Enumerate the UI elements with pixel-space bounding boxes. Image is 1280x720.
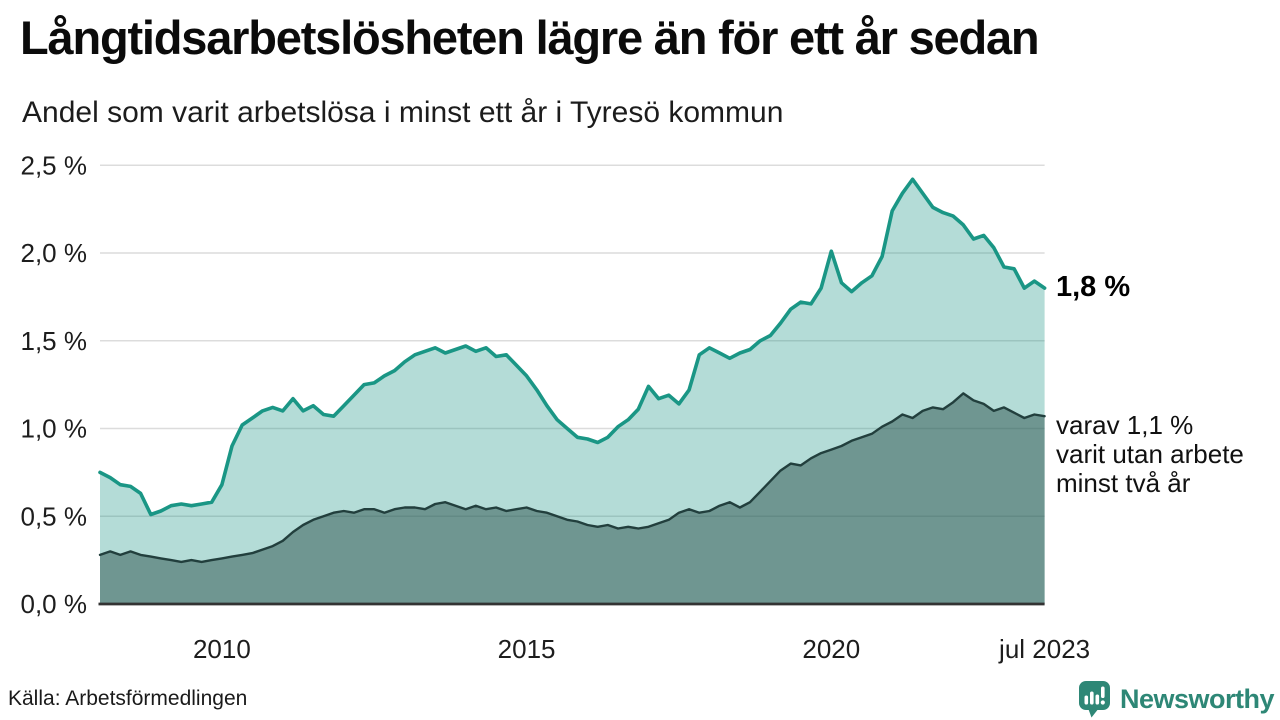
chart-subtitle: Andel som varit arbetslösa i minst ett å… — [22, 96, 784, 129]
bar-chart-speech-bubble-icon — [1078, 681, 1110, 718]
y-axis-tick-label: 2,0 % — [21, 238, 88, 268]
y-axis-tick-label: 1,0 % — [21, 414, 88, 444]
line-min-two-years — [98, 392, 1046, 564]
annotation-line-2: varit utan arbete — [1056, 439, 1244, 469]
newsworthy-logo: Newsworthy — [1078, 680, 1275, 718]
source-label: Källa: Arbetsförmedlingen — [8, 687, 248, 710]
x-axis-tick-label: 2020 — [802, 634, 860, 664]
line-min-one-year — [98, 177, 1047, 517]
x-axis-tick-label: jul 2023 — [998, 634, 1090, 664]
y-axis-tick-label: 0,0 % — [21, 589, 88, 619]
x-axis-tick-label: 2015 — [498, 634, 556, 664]
page-title: Långtidsarbetslösheten lägre än för ett … — [20, 11, 1040, 64]
annotation-line-1: varav 1,1 % — [1056, 410, 1194, 440]
x-axis-tick-label: 2010 — [193, 634, 251, 664]
annotation-line-3: minst två år — [1056, 468, 1191, 498]
y-axis-tick-label: 1,5 % — [21, 326, 88, 356]
y-axis-tick-label: 0,5 % — [21, 501, 88, 531]
area-min-two-years — [100, 393, 1045, 604]
annotation-two-years: varav 1,1 % varit utan arbete minst två … — [1056, 411, 1244, 498]
y-axis-tick-label: 2,5 % — [21, 150, 88, 180]
annotation-latest-total: 1,8 % — [1056, 271, 1131, 303]
newsworthy-wordmark: Newsworthy — [1119, 683, 1275, 714]
